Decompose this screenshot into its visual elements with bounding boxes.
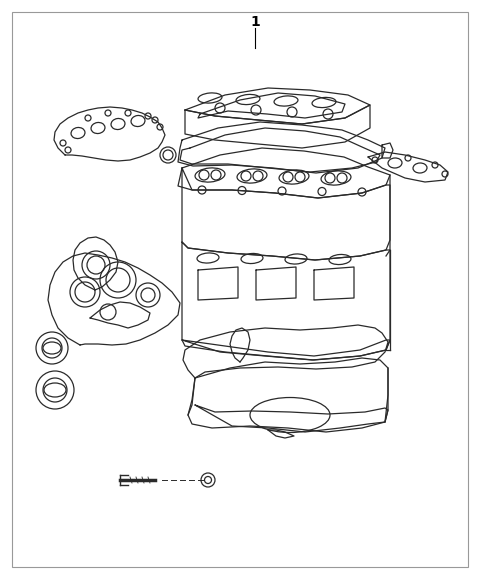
Text: 1: 1 (250, 15, 260, 29)
